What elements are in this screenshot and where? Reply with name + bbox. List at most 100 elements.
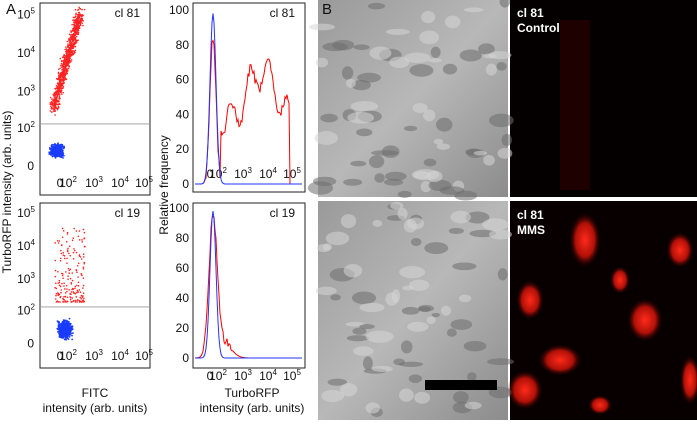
cell: [359, 323, 375, 330]
histogram-curve: [195, 210, 302, 359]
scatter-dot: [71, 239, 74, 242]
scatter-dot: [58, 75, 61, 78]
cell: [485, 63, 497, 76]
scatter-dot: [49, 102, 52, 104]
tick-base: 10: [111, 349, 125, 363]
scatter-dot: [75, 269, 78, 271]
cell: [315, 286, 337, 296]
tick-exp: 4: [124, 348, 129, 357]
scatter-dot: [62, 301, 65, 303]
scatter-dot: [69, 298, 72, 301]
scatter-dot: [73, 42, 75, 44]
scatter-dot: [63, 338, 66, 341]
tick-base: 10: [209, 369, 223, 383]
scatter-dot: [62, 55, 65, 57]
scatter-dot: [59, 94, 61, 96]
scatter-dot: [64, 63, 67, 65]
scatter-dot: [73, 26, 76, 29]
tick-label: 105: [17, 7, 35, 22]
tick-label: 103: [17, 271, 35, 286]
scatter-dot: [77, 33, 80, 36]
scatter-dot: [59, 285, 62, 288]
scatter-dot: [68, 61, 71, 63]
scatter-dot: [66, 290, 68, 293]
scatter-dot: [52, 93, 55, 96]
scatter-dot: [68, 324, 71, 327]
tick-base: 10: [17, 121, 31, 135]
scatter-dot: [54, 298, 57, 300]
fluorescent-cell: [627, 298, 663, 342]
cell: [412, 103, 428, 113]
cell: [365, 402, 380, 414]
scatter-dot: [66, 233, 69, 235]
scatter-dot: [66, 262, 68, 264]
tick-exp: 3: [30, 271, 35, 280]
scatter-dot: [73, 52, 75, 55]
scatter-dot: [83, 297, 85, 300]
tick-label: 103: [85, 175, 103, 190]
scatter-dot: [71, 328, 74, 331]
tick-label: 60: [176, 73, 190, 87]
scatter-dot: [76, 289, 79, 292]
scatter-dot: [71, 41, 74, 43]
scatter-dot: [62, 61, 65, 64]
image-label: cl 81: [517, 6, 544, 20]
scatter-dot: [66, 40, 69, 43]
plot-label: cl 19: [270, 206, 296, 220]
scatter-dot: [77, 28, 79, 30]
scatter-dot: [67, 43, 69, 45]
scatter-dot: [62, 254, 65, 256]
tick-label: 103: [234, 368, 252, 383]
scatter-dot: [74, 45, 77, 48]
scatter-dot: [50, 147, 53, 150]
scatter-dot: [80, 14, 83, 16]
scatter-dot: [69, 328, 72, 331]
scatter-dot: [64, 77, 67, 80]
scatter-dot: [68, 62, 70, 65]
cell: [369, 46, 392, 60]
scatter-dot: [60, 146, 63, 149]
scatter-dot: [60, 257, 62, 260]
cell: [444, 15, 461, 29]
scatter-dot: [54, 259, 57, 262]
scatter-dot: [50, 111, 53, 113]
plot-frame: [39, 2, 151, 196]
scatter-dot: [78, 22, 81, 24]
scatter-dot: [66, 300, 69, 303]
scatter-dot: [69, 46, 72, 49]
scatter-dot: [82, 277, 85, 279]
scatter-dot: [72, 29, 74, 32]
scatter-dot: [73, 34, 75, 36]
cell: [473, 150, 488, 156]
scatter-dot: [64, 65, 67, 68]
tick-label: 0: [182, 177, 189, 191]
cell: [351, 291, 377, 305]
tick-label: 102: [209, 166, 227, 181]
tick-label: 105: [135, 175, 153, 190]
x-title: FITC: [82, 386, 109, 400]
scatter-dot: [76, 264, 79, 267]
scatter-dot: [75, 299, 77, 302]
tick-exp: 3: [98, 348, 103, 357]
scatter-dot: [77, 29, 80, 32]
cell: [332, 39, 355, 51]
scatter-dot: [68, 269, 71, 272]
scatter-dot: [73, 227, 75, 230]
cell: [407, 321, 429, 332]
scatter-dot: [69, 42, 72, 45]
scatter-dot: [57, 301, 60, 303]
cell: [397, 190, 412, 198]
tick-exp: 4: [30, 45, 35, 54]
panel-label: B: [322, 1, 332, 18]
histogram-curve: [195, 13, 302, 185]
scatter-dot: [62, 76, 64, 79]
y-title: TurboRFP intensity (arb. units): [0, 111, 14, 274]
scatter-dot: [71, 38, 73, 41]
scatter-dot: [60, 327, 63, 330]
scatter-dot: [79, 24, 82, 27]
plot-frame: [192, 2, 306, 193]
scatter-dot: [49, 103, 52, 106]
scatter-dot: [69, 296, 72, 299]
scatter-dot: [59, 295, 62, 298]
scatter-dot: [67, 50, 70, 53]
